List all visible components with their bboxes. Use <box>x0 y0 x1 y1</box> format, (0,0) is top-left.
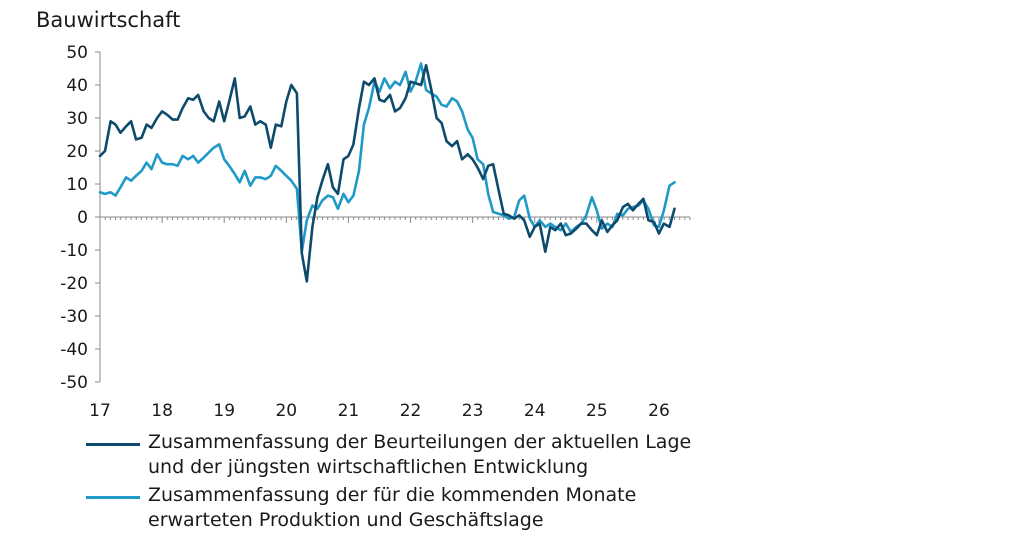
y-tick-label: -10 <box>60 241 88 261</box>
y-tick-label: -50 <box>60 373 88 393</box>
y-tick-label: 20 <box>66 142 88 162</box>
legend-swatch-current-situation <box>86 443 140 446</box>
chart-legend: Zusammenfassung der Beurteilungen der ak… <box>86 430 706 536</box>
x-tick-label: 19 <box>213 401 235 421</box>
y-tick-label: 50 <box>66 43 88 63</box>
x-tick-label: 23 <box>462 401 484 421</box>
x-tick-label: 22 <box>400 401 422 421</box>
legend-swatch-expectations <box>86 496 140 499</box>
y-tick-label: 40 <box>66 76 88 96</box>
y-tick-label: -20 <box>60 274 88 294</box>
y-tick-label: -40 <box>60 340 88 360</box>
x-tick-label: 18 <box>151 401 173 421</box>
x-tick-label: 21 <box>338 401 360 421</box>
x-tick-label: 24 <box>524 401 546 421</box>
y-tick-label: -30 <box>60 307 88 327</box>
legend-item-expectations: Zusammenfassung der für die kommenden Mo… <box>86 483 706 533</box>
chart-title: Bauwirtschaft <box>36 8 181 32</box>
x-tick-label: 25 <box>586 401 608 421</box>
legend-label-current-situation: Zusammenfassung der Beurteilungen der ak… <box>148 431 692 478</box>
series-line-expectations <box>98 62 676 253</box>
x-tick-label: 26 <box>648 401 670 421</box>
legend-label-expectations: Zusammenfassung der für die kommenden Mo… <box>148 484 637 531</box>
series-line-current-situation <box>98 63 676 283</box>
y-tick-label: 10 <box>66 175 88 195</box>
y-tick-label: 0 <box>77 208 88 228</box>
y-tick-label: 30 <box>66 109 88 129</box>
legend-item-current-situation: Zusammenfassung der Beurteilungen der ak… <box>86 430 706 480</box>
x-tick-label: 20 <box>275 401 297 421</box>
x-tick-label: 17 <box>89 401 111 421</box>
